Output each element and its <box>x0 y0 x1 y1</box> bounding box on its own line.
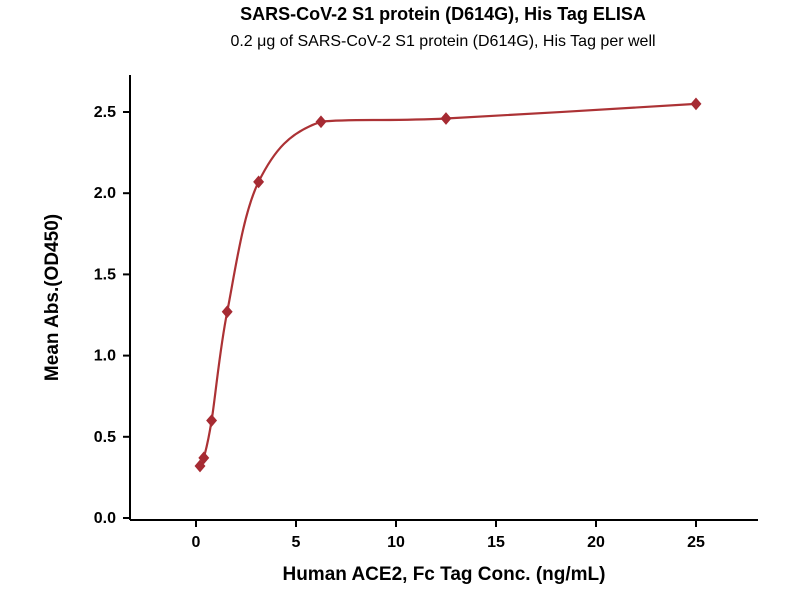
chart-subtitle: 0.2 μg of SARS-CoV-2 S1 protein (D614G),… <box>230 33 656 50</box>
data-point-marker <box>440 112 452 125</box>
x-axis-label: Human ACE2, Fc Tag Conc. (ng/mL) <box>282 564 605 585</box>
data-point-marker <box>690 97 702 111</box>
fitted-curve-line <box>199 102 697 467</box>
data-point-marker <box>194 459 206 473</box>
x-tick-label: 25 <box>687 534 705 551</box>
x-tick-label: 15 <box>487 534 505 551</box>
data-point-marker <box>221 305 233 319</box>
data-point-marker <box>198 451 210 465</box>
data-point-marker <box>253 175 265 189</box>
chart-title: SARS-CoV-2 S1 protein (D614G), His Tag E… <box>240 4 646 24</box>
x-tick-label: 10 <box>387 534 405 551</box>
x-tick-label: 0 <box>192 534 201 551</box>
y-tick-label: 0.0 <box>94 510 116 527</box>
y-tick-label: 0.5 <box>94 429 116 446</box>
y-tick-label: 1.5 <box>94 266 116 283</box>
x-tick-label: 5 <box>292 534 301 551</box>
y-axis-label: Mean Abs.(OD450) <box>42 214 63 381</box>
y-tick-label: 1.0 <box>94 348 116 365</box>
y-tick-label: 2.0 <box>94 185 116 202</box>
y-tick-label: 2.5 <box>94 104 116 121</box>
data-point-marker <box>315 115 327 129</box>
data-point-marker <box>206 414 218 427</box>
x-tick-label: 20 <box>587 534 605 551</box>
